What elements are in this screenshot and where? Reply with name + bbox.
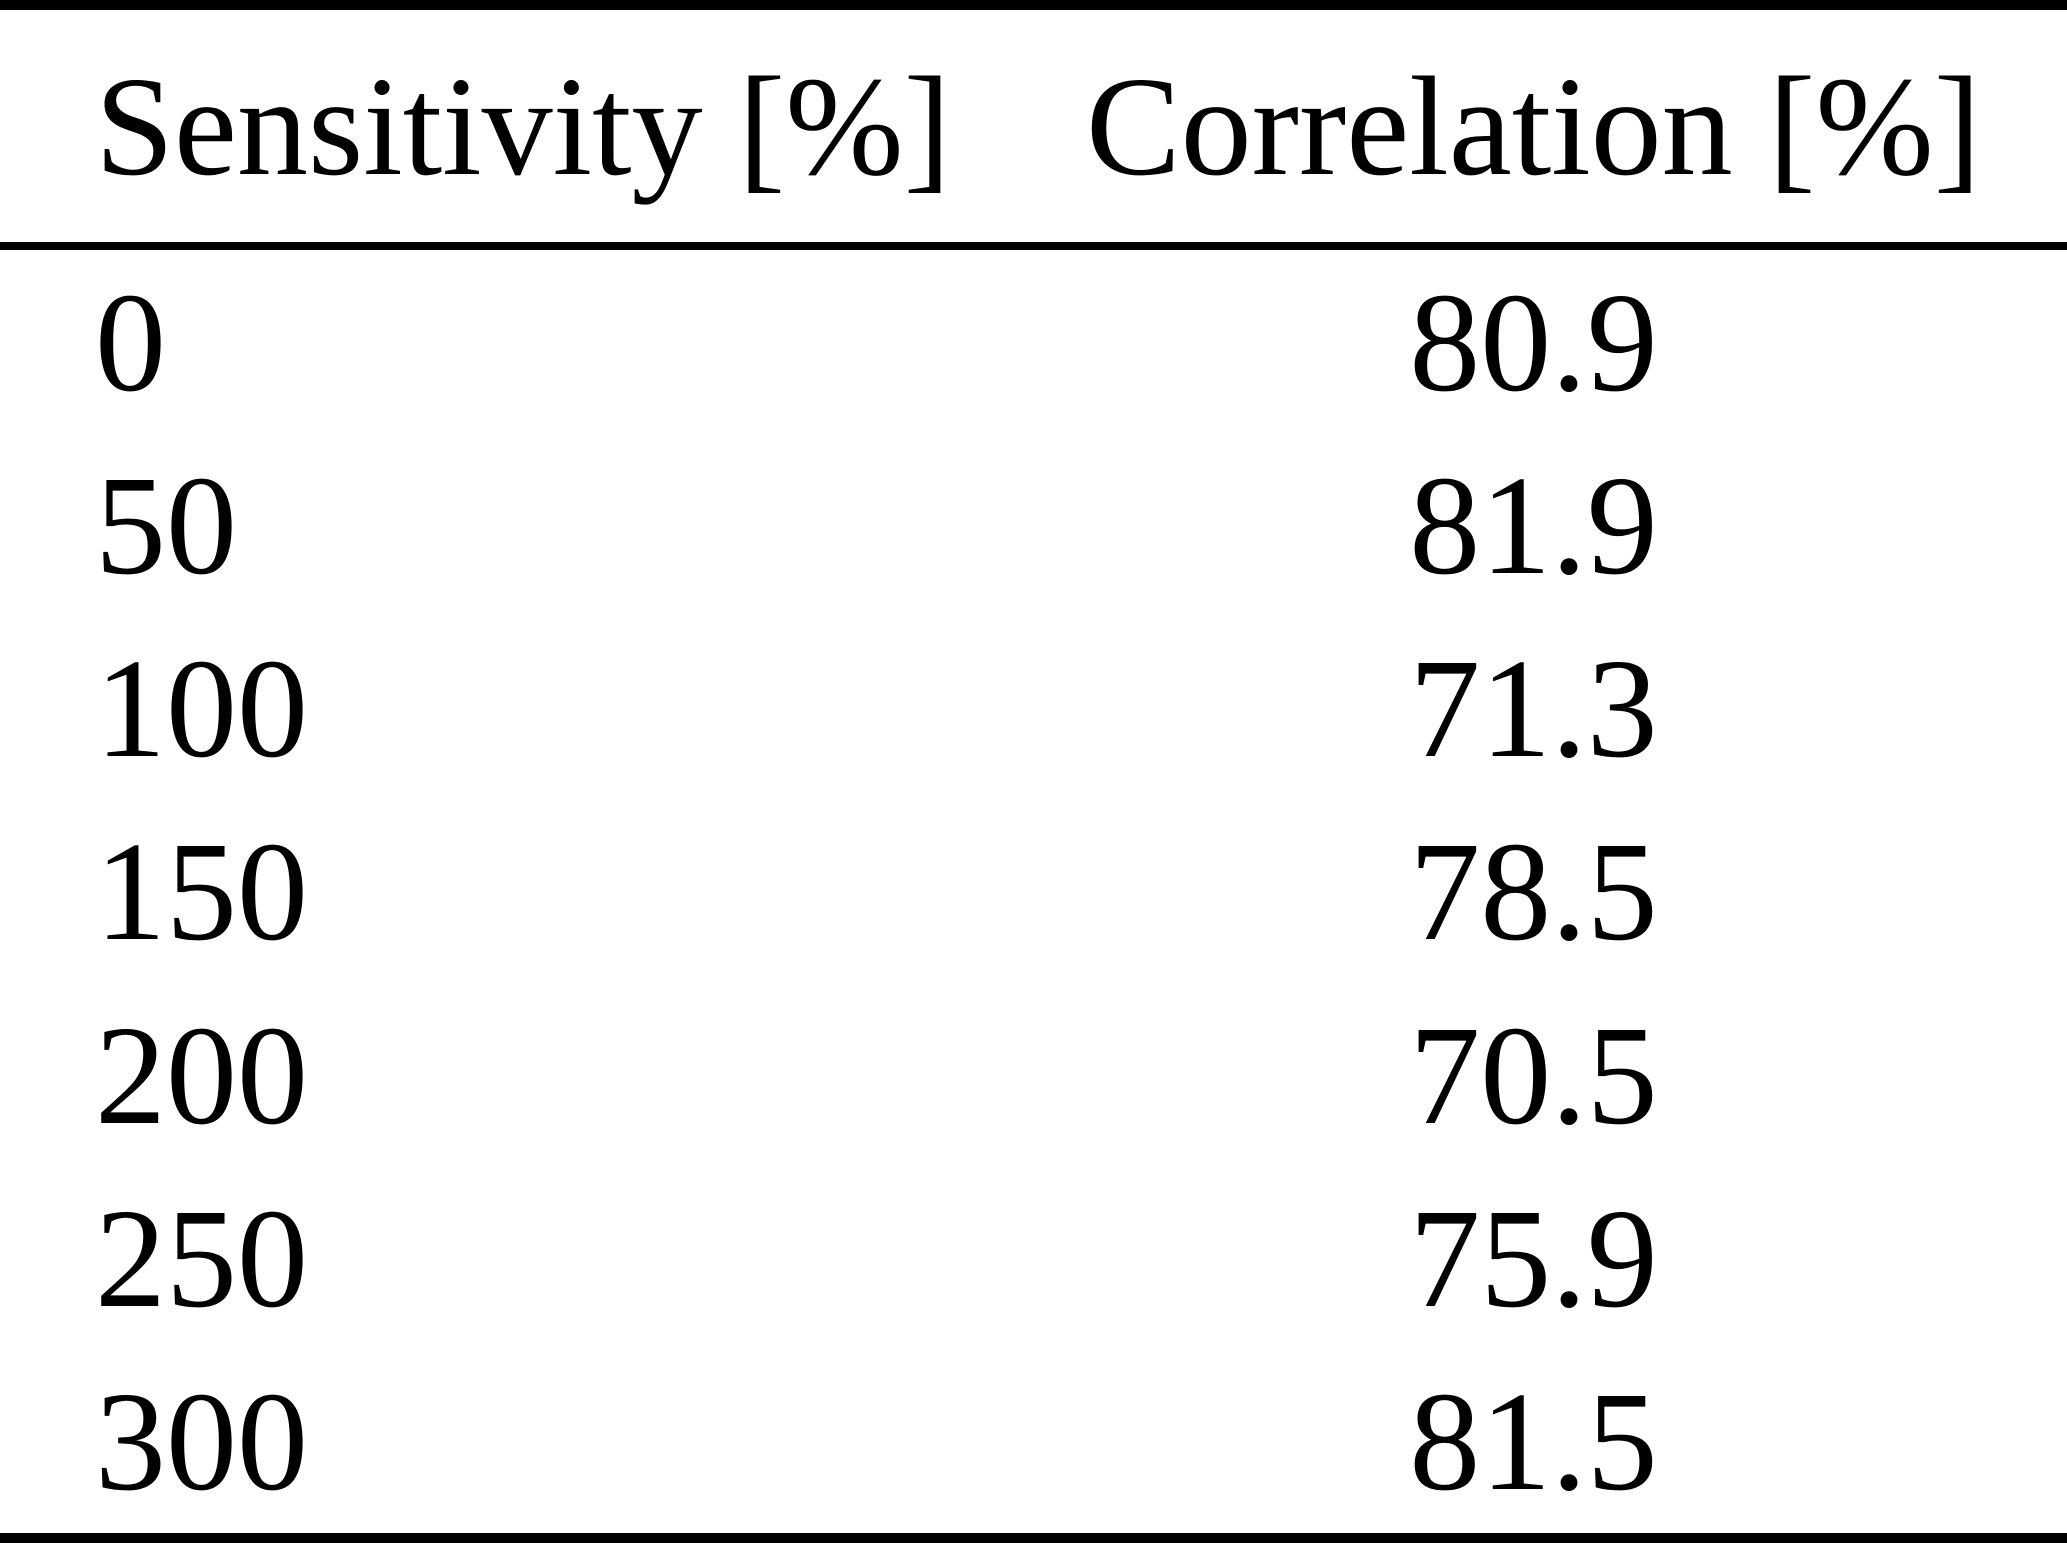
- correlation-value: 81.5: [1409, 1362, 1658, 1521]
- table-body: 0 80.9 50 81.9 100 71.3 150 78.5 200 70.5 250 75.9 3…: [0, 250, 2067, 1533]
- sensitivity-value: 300: [95, 1362, 308, 1521]
- correlation-value: 80.9: [1409, 262, 1658, 421]
- table-top-rule: [0, 0, 2067, 10]
- table-row: 100 71.3: [0, 617, 2067, 800]
- table-row: 250 75.9: [0, 1166, 2067, 1349]
- table-row: 150 78.5: [0, 800, 2067, 983]
- table-row: 300 81.5: [0, 1350, 2067, 1533]
- sensitivity-value: 0: [95, 262, 166, 421]
- correlation-value: 81.9: [1409, 445, 1658, 604]
- sensitivity-value: 100: [95, 629, 308, 788]
- sensitivity-value: 150: [95, 812, 308, 971]
- table-header-row: Sensitivity [%] Correlation [%]: [0, 10, 2067, 242]
- correlation-value: 70.5: [1409, 995, 1658, 1154]
- column-header-sensitivity: Sensitivity [%]: [95, 47, 951, 205]
- sensitivity-value: 200: [95, 995, 308, 1154]
- sensitivity-value: 250: [95, 1179, 308, 1338]
- column-header-correlation: Correlation [%]: [1085, 47, 1982, 205]
- table-row: 0 80.9: [0, 250, 2067, 433]
- correlation-value: 75.9: [1409, 1179, 1658, 1338]
- table-mid-rule: [0, 242, 2067, 250]
- correlation-value: 71.3: [1409, 629, 1658, 788]
- sensitivity-value: 50: [95, 445, 237, 604]
- table-bottom-rule: [0, 1533, 2067, 1543]
- table-row: 200 70.5: [0, 983, 2067, 1166]
- table-row: 50 81.9: [0, 433, 2067, 616]
- correlation-value: 78.5: [1409, 812, 1658, 971]
